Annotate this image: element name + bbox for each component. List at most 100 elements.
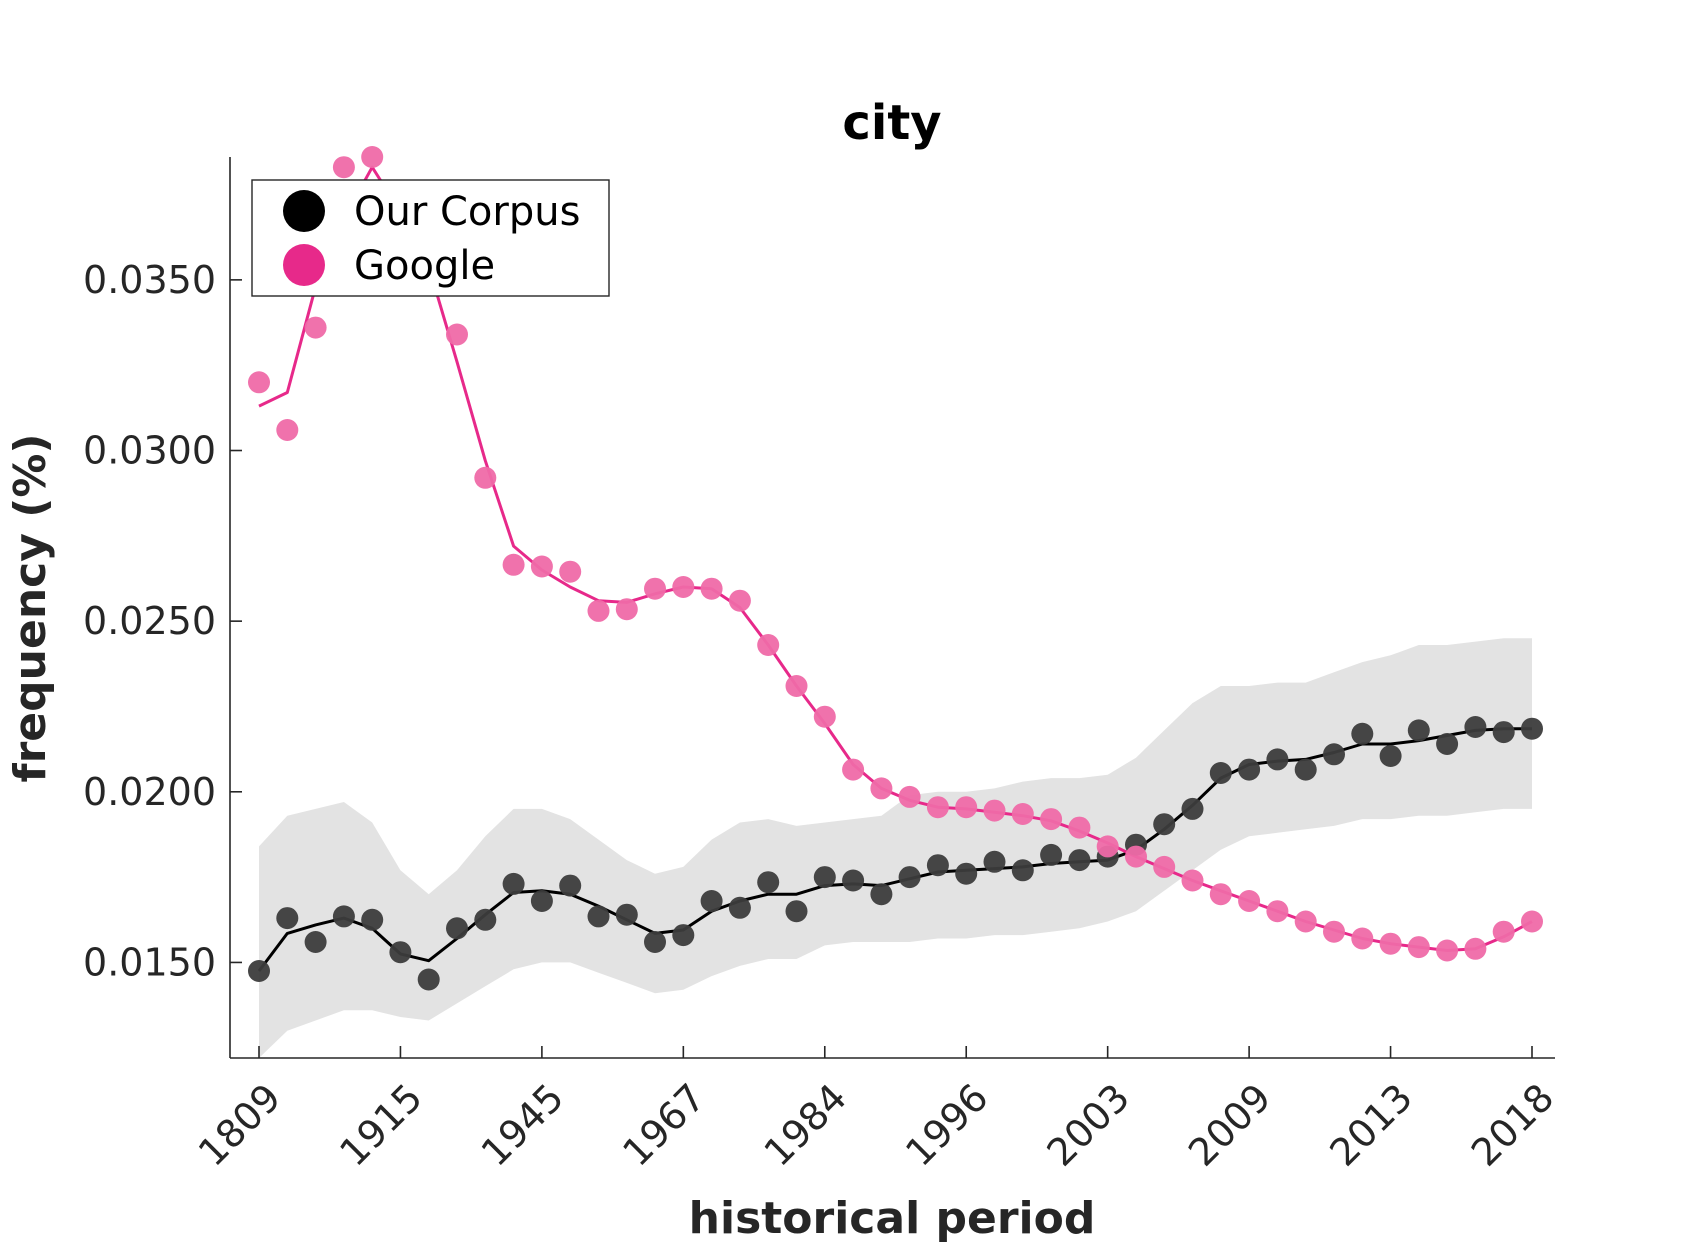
google-point	[587, 599, 610, 622]
google-point	[1492, 920, 1515, 943]
x-tick-label: 1915	[331, 1075, 431, 1175]
our-corpus-point	[1379, 745, 1402, 767]
google-point	[983, 799, 1006, 822]
our-corpus-point	[417, 968, 440, 991]
google-point	[785, 675, 808, 697]
google-point	[842, 758, 865, 781]
our-corpus-point	[1040, 843, 1063, 866]
google-point	[1011, 803, 1034, 825]
google-point	[728, 589, 751, 612]
google-point	[870, 777, 893, 800]
x-tick-label: 2013	[1321, 1075, 1421, 1175]
google-point	[1096, 835, 1119, 858]
google-point	[304, 316, 327, 339]
y-tick-label: 0.0350	[83, 258, 216, 302]
google-point	[559, 560, 582, 583]
google-point	[1407, 936, 1430, 959]
our-corpus-point	[1238, 758, 1261, 781]
our-corpus-point	[898, 866, 921, 889]
google-point	[332, 156, 355, 179]
our-corpus-point	[332, 905, 355, 928]
google-point	[1068, 816, 1091, 839]
google-point	[1125, 845, 1147, 868]
google-point	[502, 553, 525, 576]
google-point	[1521, 910, 1543, 933]
our-corpus-point	[672, 924, 695, 947]
our-corpus-point	[644, 931, 666, 953]
our-corpus-point	[757, 871, 780, 894]
confidence-band-layer	[259, 638, 1532, 1058]
google-point	[1464, 937, 1487, 960]
google-point	[757, 634, 780, 656]
our-corpus-point	[389, 941, 412, 964]
our-corpus-point	[728, 896, 751, 919]
our-corpus-point	[870, 883, 893, 906]
our-corpus-smooth-line	[257, 727, 1532, 972]
google-point	[530, 555, 553, 578]
x-tick-label: 1984	[756, 1075, 856, 1175]
our-corpus-point	[1068, 849, 1091, 872]
google-point	[813, 705, 836, 728]
google-point	[644, 577, 666, 600]
x-tick-label: 1967	[614, 1075, 714, 1175]
our-corpus-point	[248, 960, 270, 982]
our-corpus-point	[926, 854, 949, 877]
google-point	[1323, 920, 1345, 943]
our-corpus-point	[1266, 748, 1289, 771]
our-corpus-point	[304, 931, 327, 953]
our-corpus-point	[700, 890, 723, 912]
google-point	[446, 323, 468, 346]
y-tick-label: 0.0200	[83, 770, 216, 814]
x-tick-label: 2003	[1039, 1075, 1139, 1175]
smooth-line-layer	[257, 165, 1533, 972]
our-corpus-point	[1323, 743, 1345, 766]
legend-label-google: Google	[354, 243, 495, 289]
our-corpus-point	[1294, 758, 1317, 781]
legend: Our Corpus Google	[251, 179, 610, 297]
our-corpus-point	[1436, 733, 1459, 755]
our-corpus-point	[1153, 813, 1176, 836]
our-corpus-point	[842, 869, 865, 892]
google-point	[1379, 932, 1402, 955]
our-corpus-point	[615, 903, 638, 926]
data-point-layer	[248, 146, 1543, 991]
x-tick-label: 2018	[1463, 1075, 1563, 1175]
our-corpus-point	[785, 900, 808, 923]
google-point	[700, 577, 723, 600]
our-corpus-point	[502, 872, 525, 895]
our-corpus-point	[1521, 717, 1543, 740]
google-point	[1040, 808, 1063, 831]
x-tick-label: 1996	[897, 1075, 997, 1175]
google-point	[1266, 900, 1289, 923]
x-axis-label: historical period	[689, 1193, 1096, 1244]
google-point	[276, 419, 299, 441]
google-point	[955, 796, 978, 819]
our-corpus-point	[446, 917, 468, 940]
our-corpus-point	[1011, 859, 1034, 882]
our-corpus-point	[1209, 762, 1232, 784]
google-point	[474, 466, 497, 489]
google-point	[1294, 910, 1317, 933]
google-point	[361, 146, 384, 168]
our-corpus-point	[1181, 797, 1204, 820]
google-point	[672, 576, 695, 598]
legend-label-our-corpus: Our Corpus	[354, 189, 580, 235]
our-corpus-point	[276, 907, 299, 930]
our-corpus-point	[1351, 722, 1374, 745]
x-tick-label: 1809	[190, 1075, 290, 1175]
our-corpus-point	[955, 862, 978, 885]
x-tick-label: 1945	[473, 1075, 573, 1175]
google-point	[1209, 883, 1232, 906]
confidence-band	[259, 638, 1532, 1058]
google-point	[1181, 869, 1204, 892]
google-point	[248, 371, 270, 394]
y-tick-label: 0.0150	[83, 940, 216, 984]
our-corpus-point	[361, 908, 384, 931]
our-corpus-point	[983, 850, 1006, 873]
x-tick-layer: 1809 1915 1945 1967 1984 1996 2003 2009 2013 2018	[190, 1046, 1563, 1175]
google-point	[1153, 855, 1176, 878]
google-point	[615, 598, 638, 621]
y-tick-label: 0.0250	[83, 599, 216, 643]
our-corpus-point	[474, 908, 497, 931]
